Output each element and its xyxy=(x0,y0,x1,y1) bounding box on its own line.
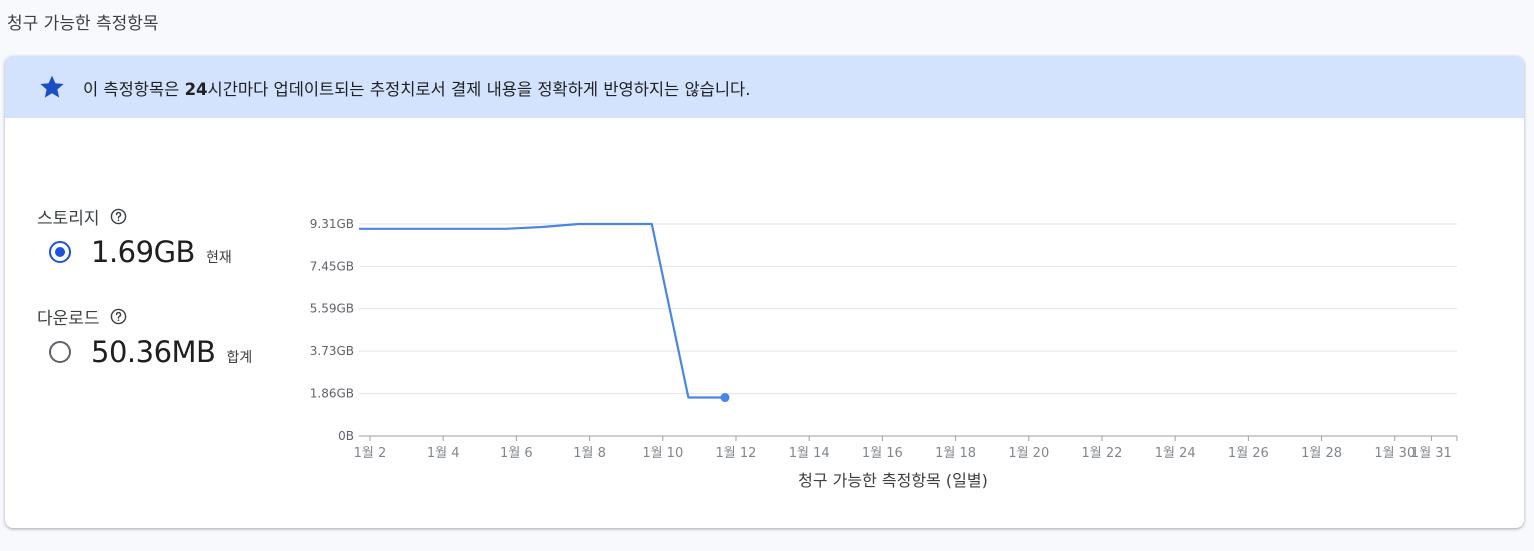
storage-radio[interactable] xyxy=(49,241,71,263)
x-tick-label: 1월 28 xyxy=(1301,446,1342,461)
billing-metrics-card: 이 측정항목은 24시간마다 업데이트되는 추정치로서 결제 내용을 정확하게 … xyxy=(5,56,1524,528)
help-icon[interactable] xyxy=(110,208,127,225)
info-banner: 이 측정항목은 24시간마다 업데이트되는 추정치로서 결제 내용을 정확하게 … xyxy=(5,56,1524,118)
series-line xyxy=(359,222,725,399)
banner-text: 이 측정항목은 24시간마다 업데이트되는 추정치로서 결제 내용을 정확하게 … xyxy=(83,80,751,99)
storage-line-chart: 0B 1.86GB 3.73GB 5.59GB 7.45GB 9.31GB 1월 2 1월 4… xyxy=(310,217,1458,490)
section-title: 청구 가능한 측정항목 xyxy=(7,14,159,34)
metric-value: 1.69GB xyxy=(91,235,195,269)
x-tick-label: 1월 4 xyxy=(427,446,460,461)
x-tick-label: 1월 6 xyxy=(500,446,533,461)
download-radio[interactable] xyxy=(49,341,71,363)
help-icon[interactable] xyxy=(110,308,127,325)
y-tick-label: 0B xyxy=(338,429,354,443)
star-icon xyxy=(40,75,64,98)
x-tick-label: 1월 10 xyxy=(642,446,683,461)
data-point xyxy=(720,393,730,403)
x-axis-title: 청구 가능한 측정항목 (일별) xyxy=(798,471,988,490)
x-tick-label: 1월 22 xyxy=(1082,446,1123,461)
x-tick-label: 1월 12 xyxy=(716,446,757,461)
metric-label: 다운로드 xyxy=(37,309,100,329)
metric-suffix: 현재 xyxy=(205,250,232,266)
x-tick-label: 1월 30 xyxy=(1374,446,1415,461)
y-tick-label: 5.59GB xyxy=(310,302,354,316)
x-tick-label: 1월 18 xyxy=(935,446,976,461)
y-tick-label: 7.45GB xyxy=(310,259,354,273)
metric-suffix: 합계 xyxy=(226,350,253,366)
y-tick-label: 1.86GB xyxy=(310,387,354,401)
y-tick-label: 3.73GB xyxy=(310,344,354,358)
x-tick-label: 1월 14 xyxy=(789,446,830,461)
x-tick-label: 1월 2 xyxy=(354,446,387,461)
metric-label: 스토리지 xyxy=(37,209,100,229)
x-tick-label: 1월 31 xyxy=(1411,446,1452,461)
x-tick-label: 1월 8 xyxy=(573,446,606,461)
x-tick-label: 1월 16 xyxy=(862,446,903,461)
y-tick-label: 9.31GB xyxy=(310,217,354,231)
x-tick-label: 1월 24 xyxy=(1155,446,1196,461)
x-tick-label: 1월 26 xyxy=(1228,446,1269,461)
metric-download[interactable]: 다운로드 50.36MB 합계 xyxy=(37,304,252,369)
metric-storage[interactable]: 스토리지 1.69GB 현재 xyxy=(37,204,232,269)
metric-value: 50.36MB xyxy=(91,335,216,369)
x-tick-label: 1월 20 xyxy=(1008,446,1049,461)
